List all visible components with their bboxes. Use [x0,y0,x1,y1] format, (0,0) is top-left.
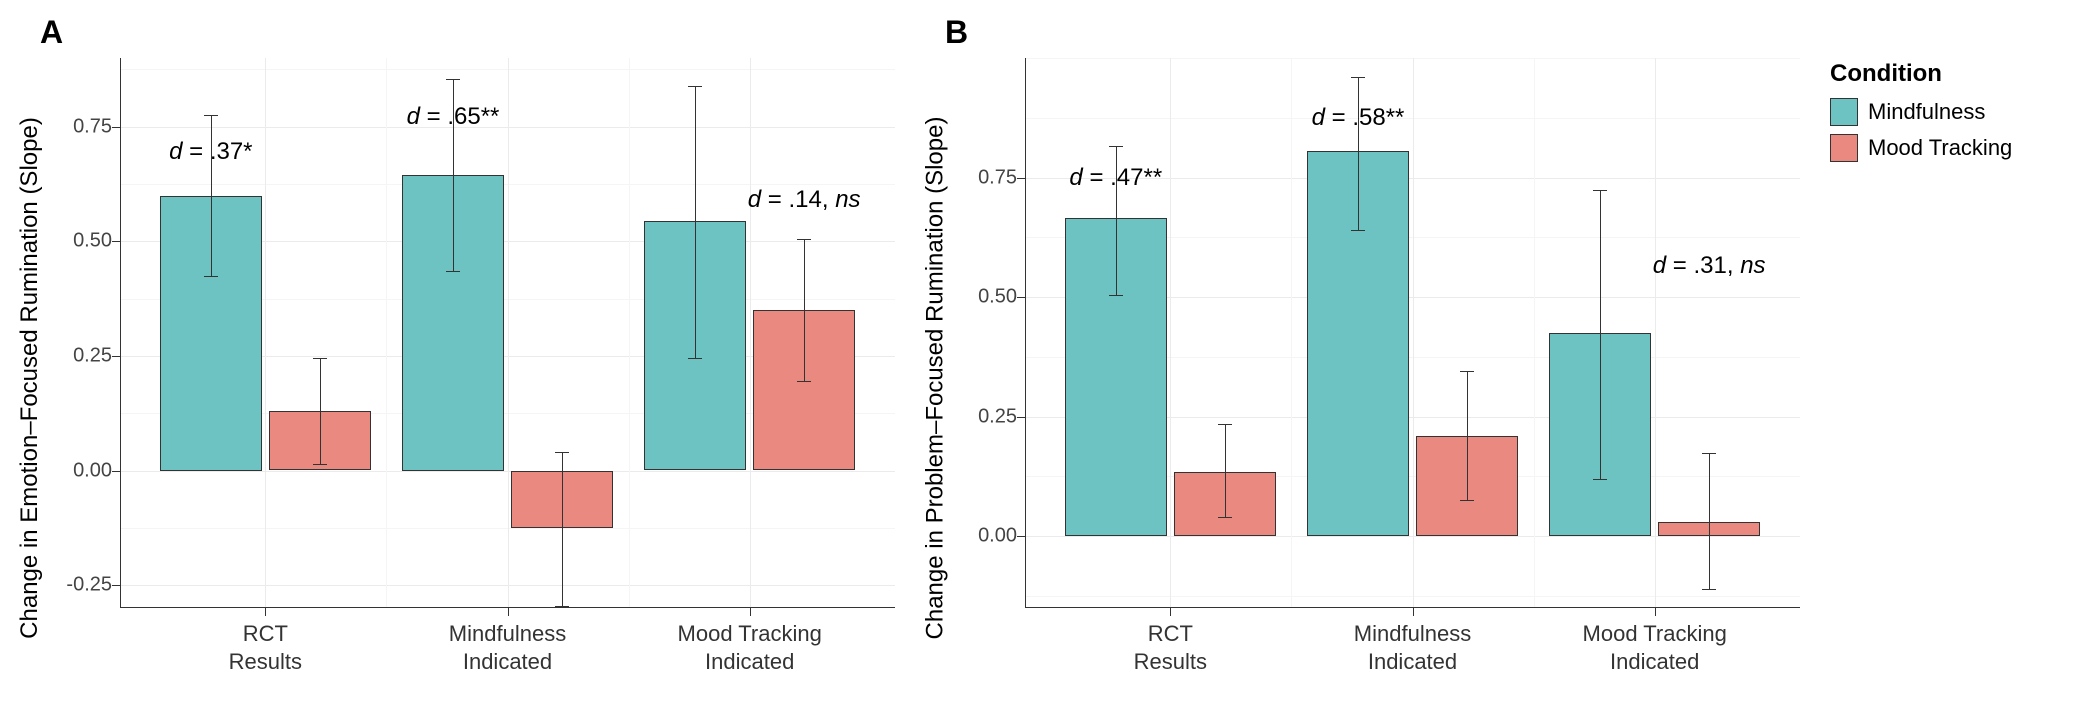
effect-size-annotation: d = .14, ns [748,186,861,214]
y-axis-line [120,58,121,608]
legend-title: Condition [1830,60,2090,88]
x-tick [1413,608,1414,616]
y-tick-label: 0.50 [73,230,120,253]
y-tick-label: 0.75 [978,166,1025,189]
error-bar [695,86,696,359]
error-bar-cap [797,381,811,382]
panel-b-plot-area: 0.000.250.500.75d = .47**d = .58**d = .3… [1025,58,1800,608]
effect-size-annotation: d = .37* [169,138,252,166]
panel-a-plot-area: -0.250.000.250.500.75d = .37*d = .65**d … [120,58,895,608]
effect-size-annotation: d = .31, ns [1653,252,1766,280]
x-tick [750,608,751,616]
error-bar-cap [1702,453,1716,454]
panel-b-wrapper: B Change in Problem–Focused Rumination (… [915,10,1820,698]
panel-a-wrapper: A Change in Emotion–Focused Rumination (… [10,10,915,698]
grid-line [629,58,630,608]
error-bar [320,358,321,463]
y-tick-label: 0.00 [73,459,120,482]
grid-line [1534,58,1535,608]
legend-item: Mindfulness [1830,98,2090,126]
legend-item: Mood Tracking [1830,134,2090,162]
error-bar [1600,190,1601,479]
error-bar-cap [204,115,218,116]
grid-line [1655,58,1656,608]
x-tick-label: Mood Tracking Indicated [1583,620,1727,675]
x-tick [265,608,266,616]
x-tick [508,608,509,616]
error-bar-cap [446,271,460,272]
error-bar-cap [797,239,811,240]
grid-line [1291,58,1292,608]
error-bar-cap [313,464,327,465]
effect-size-annotation: d = .47** [1069,164,1162,192]
x-tick-label: Mindfulness Indicated [1354,620,1471,675]
error-bar [1358,77,1359,230]
y-tick-label: 0.50 [978,286,1025,309]
grid-line [386,58,387,608]
x-tick [1170,608,1171,616]
error-bar-cap [1351,77,1365,78]
x-tick-label: Mindfulness Indicated [449,620,566,675]
grid-line [1170,58,1171,608]
error-bar-cap [688,86,702,87]
error-bar-cap [1109,146,1123,147]
legend-swatch-mood-tracking [1830,134,1858,162]
error-bar [1709,453,1710,589]
panel-b-xaxis: RCT Results Mindfulness Indicated Mood Tra… [1025,608,1800,698]
effect-size-annotation: d = .58** [1312,104,1405,132]
error-bar-cap [1593,190,1607,191]
grid-line [1413,58,1414,608]
error-bar [1467,371,1468,500]
error-bar-cap [1351,230,1365,231]
panel-b: Change in Problem–Focused Rumination (Sl… [915,58,1820,698]
panel-a-ylabel-container: Change in Emotion–Focused Rumination (Sl… [10,58,50,698]
figure-root: A Change in Emotion–Focused Rumination (… [0,0,2100,716]
x-tick [1655,608,1656,616]
effect-size-annotation: d = .65** [407,103,500,131]
grid-line [508,58,509,608]
error-bar-cap [204,276,218,277]
y-tick-label: 0.00 [978,525,1025,548]
panel-a-axes: -0.25 0.00 0.25 0.50 0.75 d = .37* d = .65** d … [50,58,915,698]
error-bar-cap [688,358,702,359]
error-bar-cap [1109,295,1123,296]
panel-b-label: B [915,10,1820,58]
x-tick-label: Mood Tracking Indicated [678,620,822,675]
legend: Condition Mindfulness Mood Tracking [1820,10,2090,170]
panel-b-axes: 0.00 0.25 0.50 0.75 d = .47** d = .58** d = .3… [955,58,1820,698]
legend-label: Mindfulness [1868,99,1985,125]
error-bar-cap [1218,517,1232,518]
error-bar-cap [1702,589,1716,590]
panel-a-xaxis: RCT Results Mindfulness Indicated Mood Tra… [120,608,895,698]
error-bar-cap [555,606,569,607]
error-bar-cap [1218,424,1232,425]
panel-a: Change in Emotion–Focused Rumination (Sl… [10,58,915,698]
legend-swatch-mindfulness [1830,98,1858,126]
error-bar-cap [555,452,569,453]
error-bar-cap [1460,371,1474,372]
x-tick-label: RCT Results [1134,620,1207,675]
panel-a-ylabel: Change in Emotion–Focused Rumination (Sl… [16,117,44,639]
error-bar [804,239,805,381]
panel-a-label: A [10,10,915,58]
error-bar-cap [313,358,327,359]
grid-line [265,58,266,608]
legend-label: Mood Tracking [1868,135,2012,161]
y-axis-line [1025,58,1026,608]
y-tick-label: -0.25 [66,574,120,597]
error-bar [562,452,563,606]
error-bar-cap [446,79,460,80]
y-tick-label: 0.25 [73,344,120,367]
y-tick-label: 0.25 [978,405,1025,428]
error-bar-cap [1460,500,1474,501]
y-tick-label: 0.75 [73,115,120,138]
panel-b-ylabel-container: Change in Problem–Focused Rumination (Sl… [915,58,955,698]
error-bar [1225,424,1226,517]
panel-b-ylabel: Change in Problem–Focused Rumination (Sl… [921,117,949,640]
grid-line [750,58,751,608]
x-tick-label: RCT Results [229,620,302,675]
error-bar-cap [1593,479,1607,480]
